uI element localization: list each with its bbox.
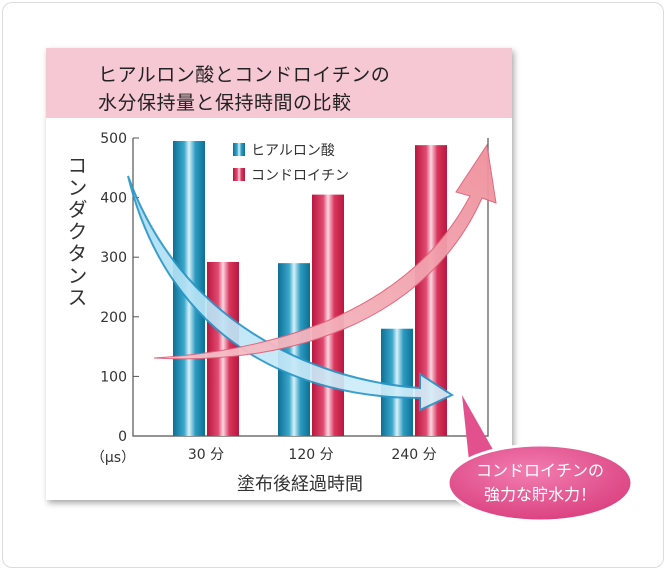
callout-bubble bbox=[446, 443, 634, 523]
bar-hyaluronic bbox=[381, 328, 413, 436]
y-tick-label: 500 bbox=[100, 131, 127, 147]
bar-hyaluronic bbox=[278, 263, 310, 436]
callout-line-2: 強力な貯水力！ bbox=[484, 485, 596, 504]
blue-trend-arrow bbox=[127, 175, 455, 412]
y-unit-label: （μs） bbox=[91, 450, 135, 466]
y-tick-label: 0 bbox=[118, 429, 127, 445]
chart-title-line-2: 水分保持量と保持時間の比較 bbox=[98, 92, 352, 114]
chart-title-line-1: ヒアルロン酸とコンドロイチンの bbox=[98, 64, 391, 86]
legend-swatch bbox=[233, 168, 245, 181]
pink-trend-arrow bbox=[153, 143, 497, 360]
callout-line-1: コンドロイチンの bbox=[476, 461, 604, 480]
bar-chondroitin bbox=[312, 194, 344, 436]
y-axis-title: コンダクタンス bbox=[64, 155, 88, 309]
y-tick-label: 100 bbox=[100, 369, 127, 385]
y-tick-label: 300 bbox=[100, 250, 127, 266]
plot-frame bbox=[132, 138, 489, 437]
y-tick-label: 200 bbox=[100, 310, 127, 326]
x-tick-label: 120 分 bbox=[288, 447, 333, 463]
y-tick-label: 400 bbox=[100, 191, 127, 207]
legend-label: ヒアルロン酸 bbox=[251, 143, 335, 159]
x-axis-title: 塗布後経過時間 bbox=[237, 473, 363, 495]
x-tick-label: 30 分 bbox=[188, 447, 224, 463]
x-tick-label: 240 分 bbox=[391, 447, 436, 463]
legend-label: コンドロイチン bbox=[251, 168, 349, 184]
legend-swatch bbox=[233, 143, 245, 156]
title-band: ヒアルロン酸とコンドロイチンの 水分保持量と保持時間の比較 bbox=[46, 48, 512, 118]
